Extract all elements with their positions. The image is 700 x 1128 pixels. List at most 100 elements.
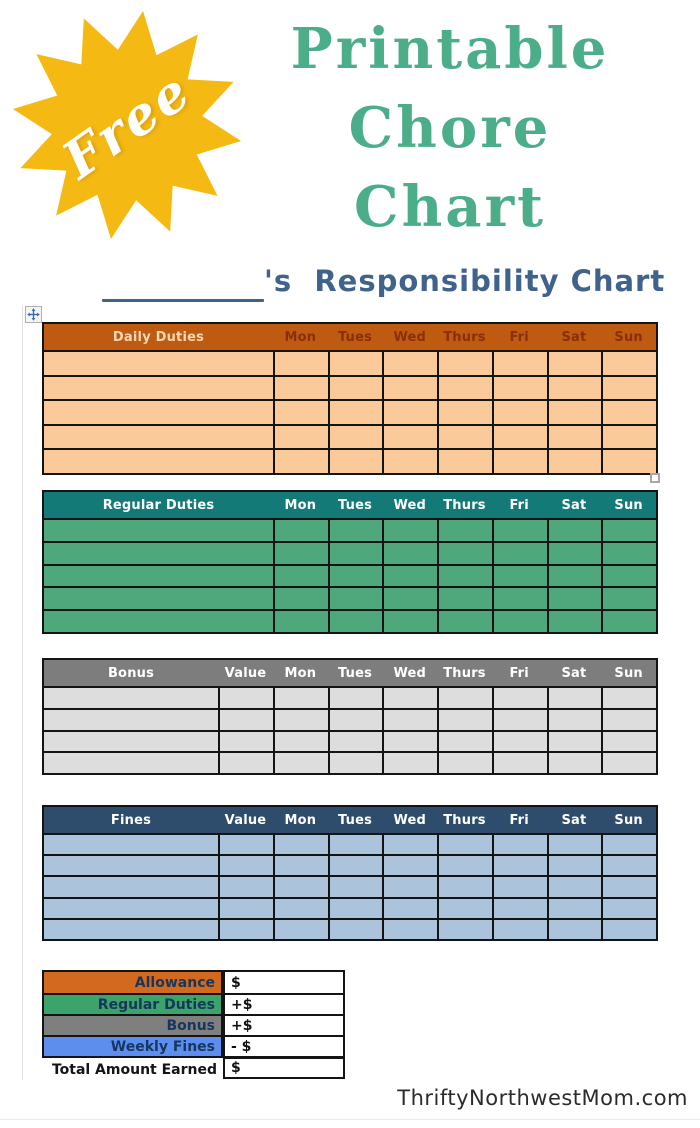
empty-cell[interactable] — [382, 731, 437, 752]
empty-cell[interactable] — [273, 425, 328, 448]
empty-cell[interactable] — [382, 919, 437, 939]
empty-cell[interactable] — [491, 401, 547, 424]
empty-cell[interactable] — [546, 835, 602, 855]
empty-cell[interactable] — [546, 425, 602, 448]
empty-cell[interactable] — [546, 450, 602, 473]
empty-cell[interactable] — [491, 520, 547, 541]
empty-cell[interactable] — [491, 753, 547, 774]
empty-cell[interactable] — [273, 542, 328, 564]
empty-cell[interactable] — [44, 520, 273, 541]
empty-cell[interactable] — [601, 877, 656, 897]
empty-cell[interactable] — [382, 835, 437, 855]
empty-cell[interactable] — [44, 450, 273, 473]
empty-cell[interactable] — [491, 919, 547, 939]
empty-cell[interactable] — [273, 919, 328, 939]
empty-cell[interactable] — [601, 565, 656, 587]
empty-cell[interactable] — [44, 377, 273, 400]
empty-cell[interactable] — [546, 352, 602, 375]
empty-cell[interactable] — [327, 877, 383, 897]
empty-cell[interactable] — [491, 565, 547, 587]
empty-cell[interactable] — [218, 877, 273, 897]
empty-cell[interactable] — [491, 588, 547, 610]
empty-cell[interactable] — [546, 565, 602, 587]
empty-cell[interactable] — [44, 401, 273, 424]
empty-cell[interactable] — [437, 709, 492, 730]
empty-cell[interactable] — [491, 542, 547, 564]
empty-cell[interactable] — [273, 688, 328, 708]
empty-cell[interactable] — [491, 688, 547, 708]
empty-cell[interactable] — [601, 352, 656, 375]
empty-cell[interactable] — [546, 611, 602, 632]
empty-cell[interactable] — [601, 835, 656, 855]
empty-cell[interactable] — [273, 352, 328, 375]
empty-cell[interactable] — [601, 731, 656, 752]
empty-cell[interactable] — [382, 588, 437, 610]
empty-cell[interactable] — [437, 588, 492, 610]
empty-cell[interactable] — [491, 376, 547, 399]
empty-cell[interactable] — [437, 753, 492, 774]
empty-cell[interactable] — [437, 856, 492, 876]
summary-value-bonus[interactable]: +$ — [225, 1014, 343, 1035]
empty-cell[interactable] — [327, 731, 383, 752]
empty-cell[interactable] — [382, 542, 437, 564]
empty-cell[interactable] — [546, 520, 602, 541]
empty-cell[interactable] — [327, 898, 383, 918]
empty-cell[interactable] — [44, 856, 218, 875]
empty-cell[interactable] — [273, 835, 328, 855]
empty-cell[interactable] — [382, 753, 437, 774]
empty-cell[interactable] — [437, 401, 492, 424]
empty-cell[interactable] — [273, 450, 328, 473]
empty-cell[interactable] — [437, 835, 492, 855]
empty-cell[interactable] — [382, 376, 437, 399]
empty-cell[interactable] — [327, 835, 383, 855]
empty-cell[interactable] — [601, 919, 656, 939]
empty-cell[interactable] — [273, 611, 328, 632]
empty-cell[interactable] — [546, 877, 602, 897]
empty-cell[interactable] — [382, 709, 437, 730]
empty-cell[interactable] — [218, 731, 273, 752]
empty-cell[interactable] — [327, 919, 383, 939]
empty-cell[interactable] — [44, 732, 218, 752]
empty-cell[interactable] — [546, 898, 602, 918]
empty-cell[interactable] — [44, 426, 273, 449]
summary-value-total[interactable]: $ — [225, 1056, 343, 1077]
empty-cell[interactable] — [382, 877, 437, 897]
empty-cell[interactable] — [327, 565, 383, 587]
empty-cell[interactable] — [273, 520, 328, 541]
empty-cell[interactable] — [273, 898, 328, 918]
empty-cell[interactable] — [437, 450, 492, 473]
empty-cell[interactable] — [601, 588, 656, 610]
empty-cell[interactable] — [218, 856, 273, 876]
empty-cell[interactable] — [491, 898, 547, 918]
empty-cell[interactable] — [437, 542, 492, 564]
empty-cell[interactable] — [382, 520, 437, 541]
empty-cell[interactable] — [382, 898, 437, 918]
empty-cell[interactable] — [44, 543, 273, 564]
empty-cell[interactable] — [218, 688, 273, 708]
empty-cell[interactable] — [273, 856, 328, 876]
summary-value-weekly-fines[interactable]: - $ — [225, 1035, 343, 1056]
empty-cell[interactable] — [437, 611, 492, 632]
empty-cell[interactable] — [44, 611, 273, 632]
empty-cell[interactable] — [218, 919, 273, 939]
empty-cell[interactable] — [327, 520, 383, 541]
empty-cell[interactable] — [437, 919, 492, 939]
empty-cell[interactable] — [327, 611, 383, 632]
empty-cell[interactable] — [44, 566, 273, 587]
empty-cell[interactable] — [327, 401, 383, 424]
empty-cell[interactable] — [437, 565, 492, 587]
empty-cell[interactable] — [491, 352, 547, 375]
empty-cell[interactable] — [327, 856, 383, 876]
empty-cell[interactable] — [491, 856, 547, 876]
empty-cell[interactable] — [546, 709, 602, 730]
empty-cell[interactable] — [546, 588, 602, 610]
empty-cell[interactable] — [327, 450, 383, 473]
empty-cell[interactable] — [546, 753, 602, 774]
empty-cell[interactable] — [601, 401, 656, 424]
empty-cell[interactable] — [382, 401, 437, 424]
empty-cell[interactable] — [437, 425, 492, 448]
empty-cell[interactable] — [273, 731, 328, 752]
resize-handle[interactable] — [650, 473, 660, 483]
empty-cell[interactable] — [327, 352, 383, 375]
empty-cell[interactable] — [437, 352, 492, 375]
